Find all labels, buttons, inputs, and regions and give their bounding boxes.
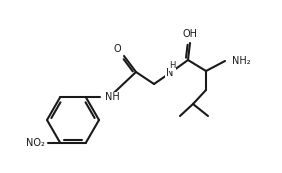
Text: NO₂: NO₂ (26, 138, 45, 148)
Text: NH: NH (105, 93, 120, 102)
Text: OH: OH (182, 29, 197, 39)
Text: NH₂: NH₂ (232, 56, 251, 66)
Text: H: H (169, 61, 175, 71)
Text: N: N (166, 68, 174, 78)
Text: O: O (113, 44, 121, 54)
